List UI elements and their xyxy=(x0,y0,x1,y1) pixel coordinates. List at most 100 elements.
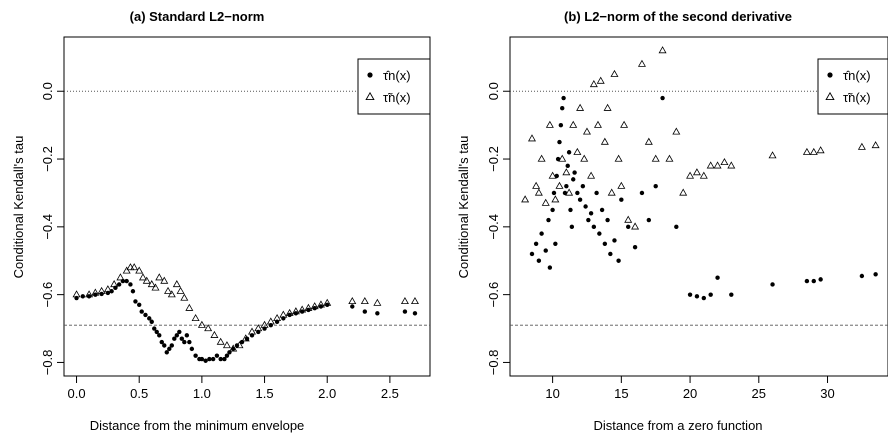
panel-a-hat-tau-point xyxy=(137,302,142,308)
panel-b-y-axis-title: Conditional Kendall's tau xyxy=(456,136,471,279)
panel-b-x-tick-label: 15 xyxy=(614,386,628,401)
panel-b-hat-tau-point xyxy=(626,224,631,230)
panel-a-legend-label: τ̂n(x) xyxy=(383,68,411,83)
panel-a-tilde-tau-point xyxy=(285,308,294,316)
panel-a-y-tick-label: −0.6 xyxy=(40,282,55,308)
panel-a-hat-tau-point xyxy=(312,306,317,311)
panel-b-hat-tau-point xyxy=(588,211,594,216)
panel-b-hat-tau-point xyxy=(619,197,624,202)
panel-b-hat-tau-point xyxy=(646,217,652,223)
panel-b-hat-tau-point xyxy=(568,207,573,213)
panel-b-tilde-tau-point xyxy=(692,168,701,176)
panel-a-hat-tau-point xyxy=(306,307,311,313)
panel-a-tilde-tau-point xyxy=(316,300,325,308)
panel-b-tilde-tau-point xyxy=(573,147,582,155)
panel-a-hat-tau-point xyxy=(162,343,167,348)
panel-a-hat-tau-point xyxy=(189,346,195,352)
panel-a-tilde-tau-point xyxy=(97,286,106,294)
panel-a-hat-tau-point xyxy=(116,282,122,287)
panel-b-hat-tau-point xyxy=(558,122,564,128)
panel-a-tilde-tau-point xyxy=(155,273,164,281)
panel-a-hat-tau-point xyxy=(93,292,98,297)
panel-b-tilde-tau-point xyxy=(596,76,605,84)
panel-b-tilde-tau-point xyxy=(603,103,612,111)
panel-a-hat-tau-point xyxy=(214,353,220,358)
panel-b-y-tick-label: −0.2 xyxy=(486,146,501,172)
panel-b-legend-label: τ̂n(x) xyxy=(843,68,871,83)
panel-a-hat-tau-point xyxy=(350,304,355,309)
panel-a-x-tick-label: 0.0 xyxy=(67,386,85,401)
panel-a-tilde-tau-point xyxy=(400,297,409,305)
panel-a-tilde-tau-point xyxy=(204,324,213,332)
panel-a-hat-tau-point xyxy=(203,358,208,363)
panel-b-tilde-tau-point xyxy=(871,141,880,149)
panel-a-hat-tau-point xyxy=(164,350,169,355)
panel-a-hat-tau-point xyxy=(177,329,182,335)
panel-a-x-tick-label: 0.5 xyxy=(130,386,148,401)
panel-b-hat-tau-point xyxy=(687,292,693,297)
panel-b-hat-tau-point xyxy=(818,277,823,282)
panel-a-tilde-tau-point xyxy=(176,286,185,294)
panel-b-x-tick-label: 30 xyxy=(820,386,834,401)
panel-b-tilde-tau-point xyxy=(527,134,536,142)
panel-b-tilde-tau-point xyxy=(580,154,589,162)
panel-b-hat-tau-point xyxy=(701,295,707,301)
panel-b-tilde-tau-point xyxy=(631,222,640,230)
panel-b-hat-tau-point xyxy=(859,273,865,279)
panel-b-tilde-tau-point xyxy=(610,69,619,77)
panel-b-hat-tau-point xyxy=(572,170,577,175)
panel-b-legend: τ̂n(x) τ̃n(x) xyxy=(817,58,888,115)
panel-b-hat-tau-point xyxy=(616,258,621,263)
panel-b-tilde-tau-point xyxy=(551,195,560,203)
panel-b-hat-tau-point xyxy=(569,224,575,230)
panel-b-tilde-tau-point xyxy=(607,188,616,196)
panel-b-tilde-tau-point xyxy=(537,154,546,162)
panel-b-tilde-tau-point xyxy=(562,168,571,176)
panel-b-tilde-tau-point xyxy=(548,171,557,179)
panel-a-tilde-tau-point xyxy=(185,303,194,311)
panel-a-tilde-tau-point xyxy=(248,327,257,335)
panel-b-tilde-tau-point xyxy=(637,59,646,67)
panel-a-hat-tau-point xyxy=(325,302,330,308)
panel-b-tilde-tau-point xyxy=(545,120,554,128)
panel-a-legend-box xyxy=(357,58,431,115)
panel-a-tilde-tau-point xyxy=(142,276,151,284)
panel-b-tilde-tau-point xyxy=(802,147,811,155)
panel-b-tilde-tau-point xyxy=(600,137,609,145)
panel-b-x-tick-label: 20 xyxy=(683,386,697,401)
panel-a-hat-tau-point xyxy=(80,294,86,299)
panel-a-y-tick-label: −0.2 xyxy=(40,146,55,172)
panel-b-hat-tau-point xyxy=(586,217,591,223)
panel-b-hat-tau-point xyxy=(597,231,602,236)
panel-a-tilde-tau-point xyxy=(138,273,147,281)
panel-b-hat-tau-point xyxy=(605,217,610,223)
panel-b-tilde-tau-point xyxy=(809,147,818,155)
panel-b-hat-tau-point xyxy=(575,190,580,196)
panel-a-hat-tau-point xyxy=(167,346,172,352)
panel-a-y-tick-label: 0.0 xyxy=(40,82,55,100)
panel-b-hat-tau-point xyxy=(550,207,555,213)
panel-a-legend: τ̂n(x) τ̃n(x) xyxy=(357,58,431,115)
panel-a-hat-tau-point xyxy=(149,319,154,324)
panel-b-hat-tau-point xyxy=(694,294,700,299)
panel-a-tilde-tau-point xyxy=(164,286,173,294)
panel-a-title: (a) Standard L2−norm xyxy=(130,9,265,24)
panel-b-hat-tau-point xyxy=(557,139,562,145)
panel-a-x-tick-label: 2.5 xyxy=(381,386,399,401)
panel-b-tilde-tau-point xyxy=(665,154,674,162)
panel-a-tilde-tau-point xyxy=(191,313,200,322)
panel-b-tilde-tau-point xyxy=(555,181,564,189)
panel-b-hat-tau-point xyxy=(564,183,569,189)
panel-b-tilde-tau-point xyxy=(658,46,667,54)
panel-b-tilde-tau-point xyxy=(679,188,688,196)
panel-b-hat-tau-point xyxy=(660,95,665,101)
panel-a-tilde-tau-point xyxy=(135,266,144,274)
panel-a-hat-tau-point xyxy=(130,289,136,294)
panel-b-tilde-tau-point xyxy=(521,195,530,203)
panel-a-tilde-tau-point xyxy=(116,273,125,281)
panel-b-tilde-tau-point xyxy=(720,158,729,166)
panel-b-title: (b) L2−norm of the second derivative xyxy=(564,9,792,24)
panel-a-tilde-tau-point xyxy=(180,293,189,301)
panel-a-hat-tau-point xyxy=(318,304,324,309)
panel-b-hat-tau-point xyxy=(566,150,572,155)
